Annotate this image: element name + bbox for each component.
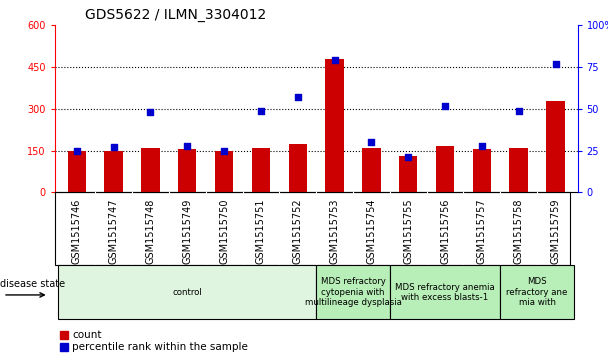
Bar bbox=[472, 149, 491, 192]
Text: GSM1515755: GSM1515755 bbox=[403, 198, 413, 264]
Text: GSM1515749: GSM1515749 bbox=[182, 198, 192, 264]
FancyBboxPatch shape bbox=[500, 265, 574, 319]
Point bbox=[551, 61, 561, 67]
Bar bbox=[436, 147, 454, 192]
Bar bbox=[252, 148, 270, 192]
Text: GSM1515753: GSM1515753 bbox=[330, 198, 340, 264]
Point bbox=[182, 143, 192, 148]
Point bbox=[477, 143, 487, 148]
FancyBboxPatch shape bbox=[58, 265, 316, 319]
Text: MDS refractory anemia
with excess blasts-1: MDS refractory anemia with excess blasts… bbox=[395, 282, 495, 302]
Point bbox=[403, 154, 413, 160]
FancyBboxPatch shape bbox=[316, 265, 390, 319]
Text: GSM1515748: GSM1515748 bbox=[145, 198, 156, 264]
Bar bbox=[325, 59, 344, 192]
Bar bbox=[547, 101, 565, 192]
Text: GSM1515750: GSM1515750 bbox=[219, 198, 229, 264]
Bar bbox=[141, 148, 160, 192]
Point bbox=[256, 108, 266, 114]
Text: MDS
refractory ane
mia with: MDS refractory ane mia with bbox=[506, 277, 568, 307]
Bar bbox=[399, 156, 418, 192]
Point bbox=[72, 148, 81, 154]
Legend: count, percentile rank within the sample: count, percentile rank within the sample bbox=[60, 330, 248, 352]
FancyBboxPatch shape bbox=[390, 265, 500, 319]
Text: GSM1515746: GSM1515746 bbox=[72, 198, 82, 264]
Bar bbox=[289, 144, 307, 192]
Bar bbox=[178, 149, 196, 192]
Text: GSM1515747: GSM1515747 bbox=[109, 198, 119, 264]
Text: disease state: disease state bbox=[0, 279, 65, 289]
Point bbox=[219, 148, 229, 154]
Text: control: control bbox=[173, 288, 202, 297]
Point bbox=[145, 109, 155, 115]
Point bbox=[293, 94, 303, 100]
Point bbox=[514, 108, 523, 114]
Point bbox=[440, 103, 450, 109]
Bar bbox=[362, 148, 381, 192]
Text: GSM1515751: GSM1515751 bbox=[256, 198, 266, 264]
Text: GSM1515758: GSM1515758 bbox=[514, 198, 523, 264]
Text: MDS refractory
cytopenia with
multilineage dysplasia: MDS refractory cytopenia with multilinea… bbox=[305, 277, 401, 307]
Point bbox=[109, 144, 119, 150]
Text: GSM1515752: GSM1515752 bbox=[292, 198, 303, 264]
Text: GSM1515756: GSM1515756 bbox=[440, 198, 450, 264]
Point bbox=[367, 139, 376, 145]
Bar bbox=[105, 151, 123, 192]
Text: GSM1515759: GSM1515759 bbox=[550, 198, 561, 264]
Point bbox=[330, 58, 339, 64]
Text: GSM1515757: GSM1515757 bbox=[477, 198, 487, 264]
Text: GSM1515754: GSM1515754 bbox=[367, 198, 376, 264]
Bar bbox=[510, 148, 528, 192]
Bar bbox=[215, 151, 233, 192]
Bar bbox=[67, 151, 86, 192]
Text: GDS5622 / ILMN_3304012: GDS5622 / ILMN_3304012 bbox=[85, 8, 266, 22]
